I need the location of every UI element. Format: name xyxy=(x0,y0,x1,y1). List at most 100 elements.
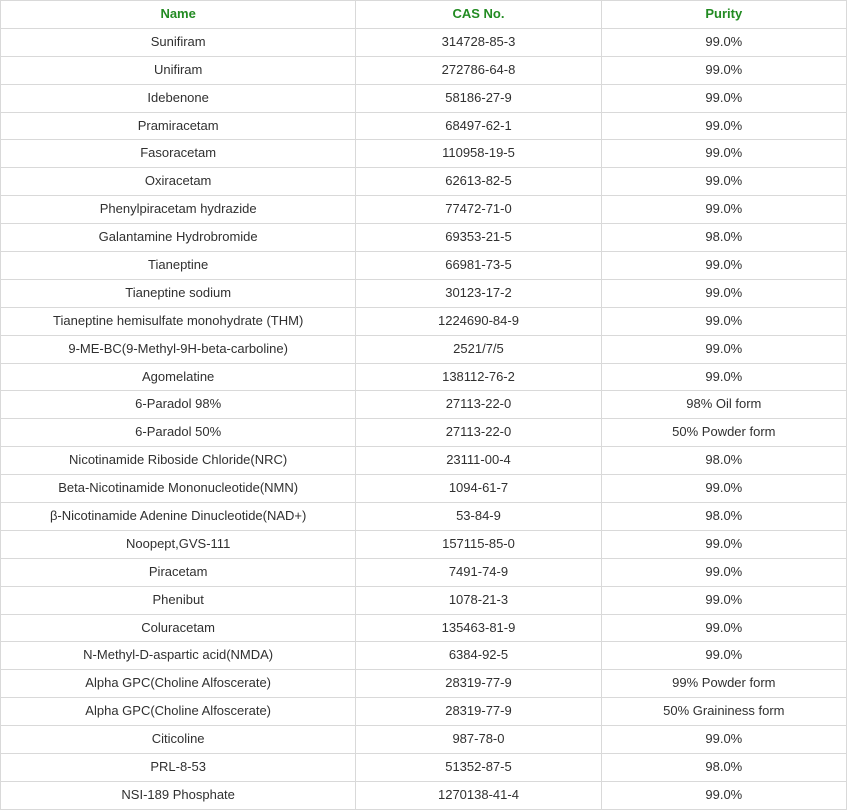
table-row: Unifiram272786-64-899.0% xyxy=(1,56,847,84)
cell-name: 6-Paradol 98% xyxy=(1,391,356,419)
cell-name: Tianeptine sodium xyxy=(1,279,356,307)
cell-purity: 99.0% xyxy=(601,56,846,84)
cell-cas: 110958-19-5 xyxy=(356,140,601,168)
table-row: Tianeptine sodium30123-17-299.0% xyxy=(1,279,847,307)
table-row: 6-Paradol 50%27113-22-050% Powder form xyxy=(1,419,847,447)
cell-cas: 69353-21-5 xyxy=(356,224,601,252)
table-row: Idebenone58186-27-999.0% xyxy=(1,84,847,112)
cell-cas: 272786-64-8 xyxy=(356,56,601,84)
cell-purity: 98% Oil form xyxy=(601,391,846,419)
cell-purity: 99.0% xyxy=(601,586,846,614)
table-row: Phenibut1078-21-399.0% xyxy=(1,586,847,614)
cell-purity: 98.0% xyxy=(601,754,846,782)
cell-cas: 30123-17-2 xyxy=(356,279,601,307)
table-row: Citicoline987-78-099.0% xyxy=(1,726,847,754)
cell-purity: 99.0% xyxy=(601,781,846,809)
col-header-cas: CAS No. xyxy=(356,1,601,29)
cell-cas: 28319-77-9 xyxy=(356,698,601,726)
table-row: Piracetam7491-74-999.0% xyxy=(1,558,847,586)
compound-table: Name CAS No. Purity Sunifiram314728-85-3… xyxy=(0,0,847,810)
cell-purity: 99.0% xyxy=(601,307,846,335)
table-row: Phenylpiracetam hydrazide77472-71-099.0% xyxy=(1,196,847,224)
cell-name: Fasoracetam xyxy=(1,140,356,168)
table-row: Pramiracetam68497-62-199.0% xyxy=(1,112,847,140)
table-row: Galantamine Hydrobromide69353-21-598.0% xyxy=(1,224,847,252)
cell-name: PRL-8-53 xyxy=(1,754,356,782)
cell-name: Tianeptine hemisulfate monohydrate (THM) xyxy=(1,307,356,335)
table-row: Fasoracetam110958-19-599.0% xyxy=(1,140,847,168)
cell-cas: 314728-85-3 xyxy=(356,28,601,56)
cell-purity: 98.0% xyxy=(601,224,846,252)
cell-cas: 77472-71-0 xyxy=(356,196,601,224)
table-row: 6-Paradol 98%27113-22-098% Oil form xyxy=(1,391,847,419)
table-row: NSI-189 Phosphate1270138-41-499.0% xyxy=(1,781,847,809)
cell-cas: 51352-87-5 xyxy=(356,754,601,782)
cell-name: Galantamine Hydrobromide xyxy=(1,224,356,252)
cell-cas: 53-84-9 xyxy=(356,503,601,531)
cell-name: 9-ME-BC(9-Methyl-9H-beta-carboline) xyxy=(1,335,356,363)
cell-name: Oxiracetam xyxy=(1,168,356,196)
cell-purity: 50% Powder form xyxy=(601,419,846,447)
cell-cas: 1224690-84-9 xyxy=(356,307,601,335)
cell-name: N-Methyl-D-aspartic acid(NMDA) xyxy=(1,642,356,670)
cell-name: Coluracetam xyxy=(1,614,356,642)
cell-name: Idebenone xyxy=(1,84,356,112)
cell-name: Piracetam xyxy=(1,558,356,586)
cell-cas: 1078-21-3 xyxy=(356,586,601,614)
cell-purity: 99.0% xyxy=(601,530,846,558)
cell-name: Alpha GPC(Choline Alfoscerate) xyxy=(1,698,356,726)
cell-cas: 27113-22-0 xyxy=(356,419,601,447)
cell-cas: 1270138-41-4 xyxy=(356,781,601,809)
cell-purity: 99.0% xyxy=(601,642,846,670)
cell-purity: 99.0% xyxy=(601,252,846,280)
col-header-purity: Purity xyxy=(601,1,846,29)
cell-name: Citicoline xyxy=(1,726,356,754)
cell-name: Pramiracetam xyxy=(1,112,356,140)
cell-cas: 6384-92-5 xyxy=(356,642,601,670)
cell-cas: 28319-77-9 xyxy=(356,670,601,698)
cell-cas: 2521/7/5 xyxy=(356,335,601,363)
col-header-name: Name xyxy=(1,1,356,29)
cell-cas: 1094-61-7 xyxy=(356,475,601,503)
cell-name: Nicotinamide Riboside Chloride(NRC) xyxy=(1,447,356,475)
cell-purity: 99.0% xyxy=(601,112,846,140)
table-row: Alpha GPC(Choline Alfoscerate)28319-77-9… xyxy=(1,698,847,726)
table-row: Alpha GPC(Choline Alfoscerate)28319-77-9… xyxy=(1,670,847,698)
table-row: Nicotinamide Riboside Chloride(NRC)23111… xyxy=(1,447,847,475)
cell-cas: 68497-62-1 xyxy=(356,112,601,140)
cell-name: NSI-189 Phosphate xyxy=(1,781,356,809)
table-row: Oxiracetam62613-82-599.0% xyxy=(1,168,847,196)
table-row: 9-ME-BC(9-Methyl-9H-beta-carboline)2521/… xyxy=(1,335,847,363)
cell-cas: 157115-85-0 xyxy=(356,530,601,558)
table-row: N-Methyl-D-aspartic acid(NMDA)6384-92-59… xyxy=(1,642,847,670)
cell-purity: 99.0% xyxy=(601,558,846,586)
cell-cas: 7491-74-9 xyxy=(356,558,601,586)
cell-cas: 138112-76-2 xyxy=(356,363,601,391)
cell-purity: 99.0% xyxy=(601,335,846,363)
table-row: Tianeptine hemisulfate monohydrate (THM)… xyxy=(1,307,847,335)
cell-purity: 98.0% xyxy=(601,503,846,531)
cell-purity: 99.0% xyxy=(601,726,846,754)
cell-name: Phenibut xyxy=(1,586,356,614)
header-row: Name CAS No. Purity xyxy=(1,1,847,29)
cell-purity: 99.0% xyxy=(601,196,846,224)
cell-name: Phenylpiracetam hydrazide xyxy=(1,196,356,224)
cell-cas: 23111-00-4 xyxy=(356,447,601,475)
cell-name: Agomelatine xyxy=(1,363,356,391)
cell-purity: 99.0% xyxy=(601,475,846,503)
table-row: Sunifiram314728-85-399.0% xyxy=(1,28,847,56)
cell-purity: 99.0% xyxy=(601,28,846,56)
cell-cas: 66981-73-5 xyxy=(356,252,601,280)
cell-purity: 50% Graininess form xyxy=(601,698,846,726)
table-row: Agomelatine138112-76-299.0% xyxy=(1,363,847,391)
table-header: Name CAS No. Purity xyxy=(1,1,847,29)
cell-cas: 987-78-0 xyxy=(356,726,601,754)
cell-name: Alpha GPC(Choline Alfoscerate) xyxy=(1,670,356,698)
table-row: Noopept,GVS-111157115-85-099.0% xyxy=(1,530,847,558)
cell-purity: 99.0% xyxy=(601,168,846,196)
cell-purity: 99.0% xyxy=(601,363,846,391)
table-row: Coluracetam135463-81-999.0% xyxy=(1,614,847,642)
cell-cas: 58186-27-9 xyxy=(356,84,601,112)
table-row: β-Nicotinamide Adenine Dinucleotide(NAD+… xyxy=(1,503,847,531)
table-body: Sunifiram314728-85-399.0%Unifiram272786-… xyxy=(1,28,847,809)
